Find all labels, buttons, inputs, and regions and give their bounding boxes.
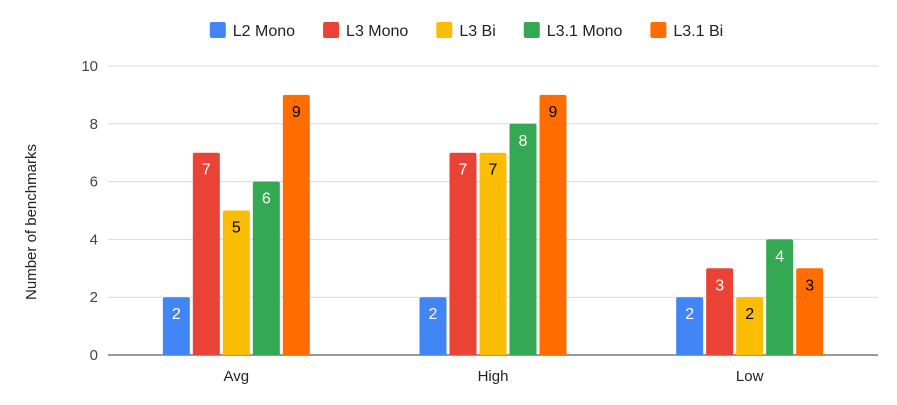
legend-swatch — [323, 22, 340, 38]
legend: L2 Mono L3 Mono L3 Bi L3.1 Mono L3.1 Bi — [209, 22, 723, 40]
data-label: 9 — [292, 104, 301, 121]
y-tick-label: 6 — [90, 174, 98, 191]
legend-item: L3.1 Mono — [523, 22, 623, 40]
data-label: 2 — [745, 306, 754, 323]
legend-label: L2 Mono — [233, 23, 295, 40]
bar-l2-mono-high — [419, 297, 447, 355]
y-axis-label: Number of benchmarks — [23, 144, 40, 300]
y-axis-ticks: 0 2 4 6 8 10 — [81, 58, 98, 364]
bar-l2-mono-avg — [162, 297, 190, 355]
data-label: 4 — [775, 248, 784, 265]
bar-l3-1-bi-high — [539, 94, 567, 356]
bar-l3-mono-low — [706, 268, 734, 355]
bar-l3-mono-avg — [192, 152, 220, 355]
legend-swatch — [523, 22, 540, 38]
data-label: 3 — [715, 277, 724, 294]
x-category-label: Avg — [224, 368, 250, 385]
data-label: 6 — [262, 191, 271, 208]
legend-swatch — [436, 22, 453, 38]
data-label: 2 — [172, 306, 181, 323]
y-tick-label: 4 — [90, 231, 98, 248]
bar-l3-bi-low — [736, 297, 764, 355]
data-label: 2 — [429, 306, 438, 323]
bar-l3-1-mono-low — [766, 239, 794, 355]
legend-label: L3 Bi — [459, 23, 495, 40]
data-label: 7 — [202, 162, 211, 179]
legend-item: L3 Bi — [436, 22, 496, 40]
legend-label: L3.1 Mono — [547, 23, 623, 40]
y-tick-label: 2 — [90, 289, 98, 306]
y-tick-label: 10 — [81, 58, 98, 75]
bar-l3-mono-high — [449, 152, 477, 355]
legend-label: L3 Mono — [346, 23, 408, 40]
bar-l3-1-bi-avg — [282, 94, 310, 356]
legend-item: L2 Mono — [209, 22, 295, 40]
bar-l3-1-bi-low — [796, 268, 824, 355]
data-label: 3 — [805, 277, 814, 294]
data-label: 9 — [549, 104, 558, 121]
x-axis-categories: Avg High Low — [224, 368, 764, 385]
bar-l3-1-mono-avg — [252, 181, 280, 355]
x-category-label: High — [478, 368, 509, 385]
y-tick-label: 8 — [90, 116, 98, 133]
data-label: 7 — [459, 162, 468, 179]
x-category-label: Low — [736, 368, 764, 385]
bars: 2 7 5 6 9 2 7 7 8 9 2 3 2 4 3 — [162, 94, 824, 356]
legend-swatch — [650, 22, 667, 38]
data-label: 5 — [232, 220, 241, 237]
data-label: 2 — [685, 306, 694, 323]
data-label: 8 — [519, 133, 528, 150]
bar-l3-1-mono-high — [509, 123, 537, 355]
legend-label: L3.1 Bi — [673, 23, 723, 40]
bar-l3-bi-high — [479, 152, 507, 355]
bar-l3-bi-avg — [222, 210, 250, 355]
legend-item: L3 Mono — [323, 22, 408, 40]
y-tick-label: 0 — [90, 347, 98, 364]
bar-l2-mono-low — [676, 297, 704, 355]
legend-swatch — [209, 22, 226, 38]
legend-item: L3.1 Bi — [650, 22, 723, 40]
data-label: 7 — [489, 162, 498, 179]
